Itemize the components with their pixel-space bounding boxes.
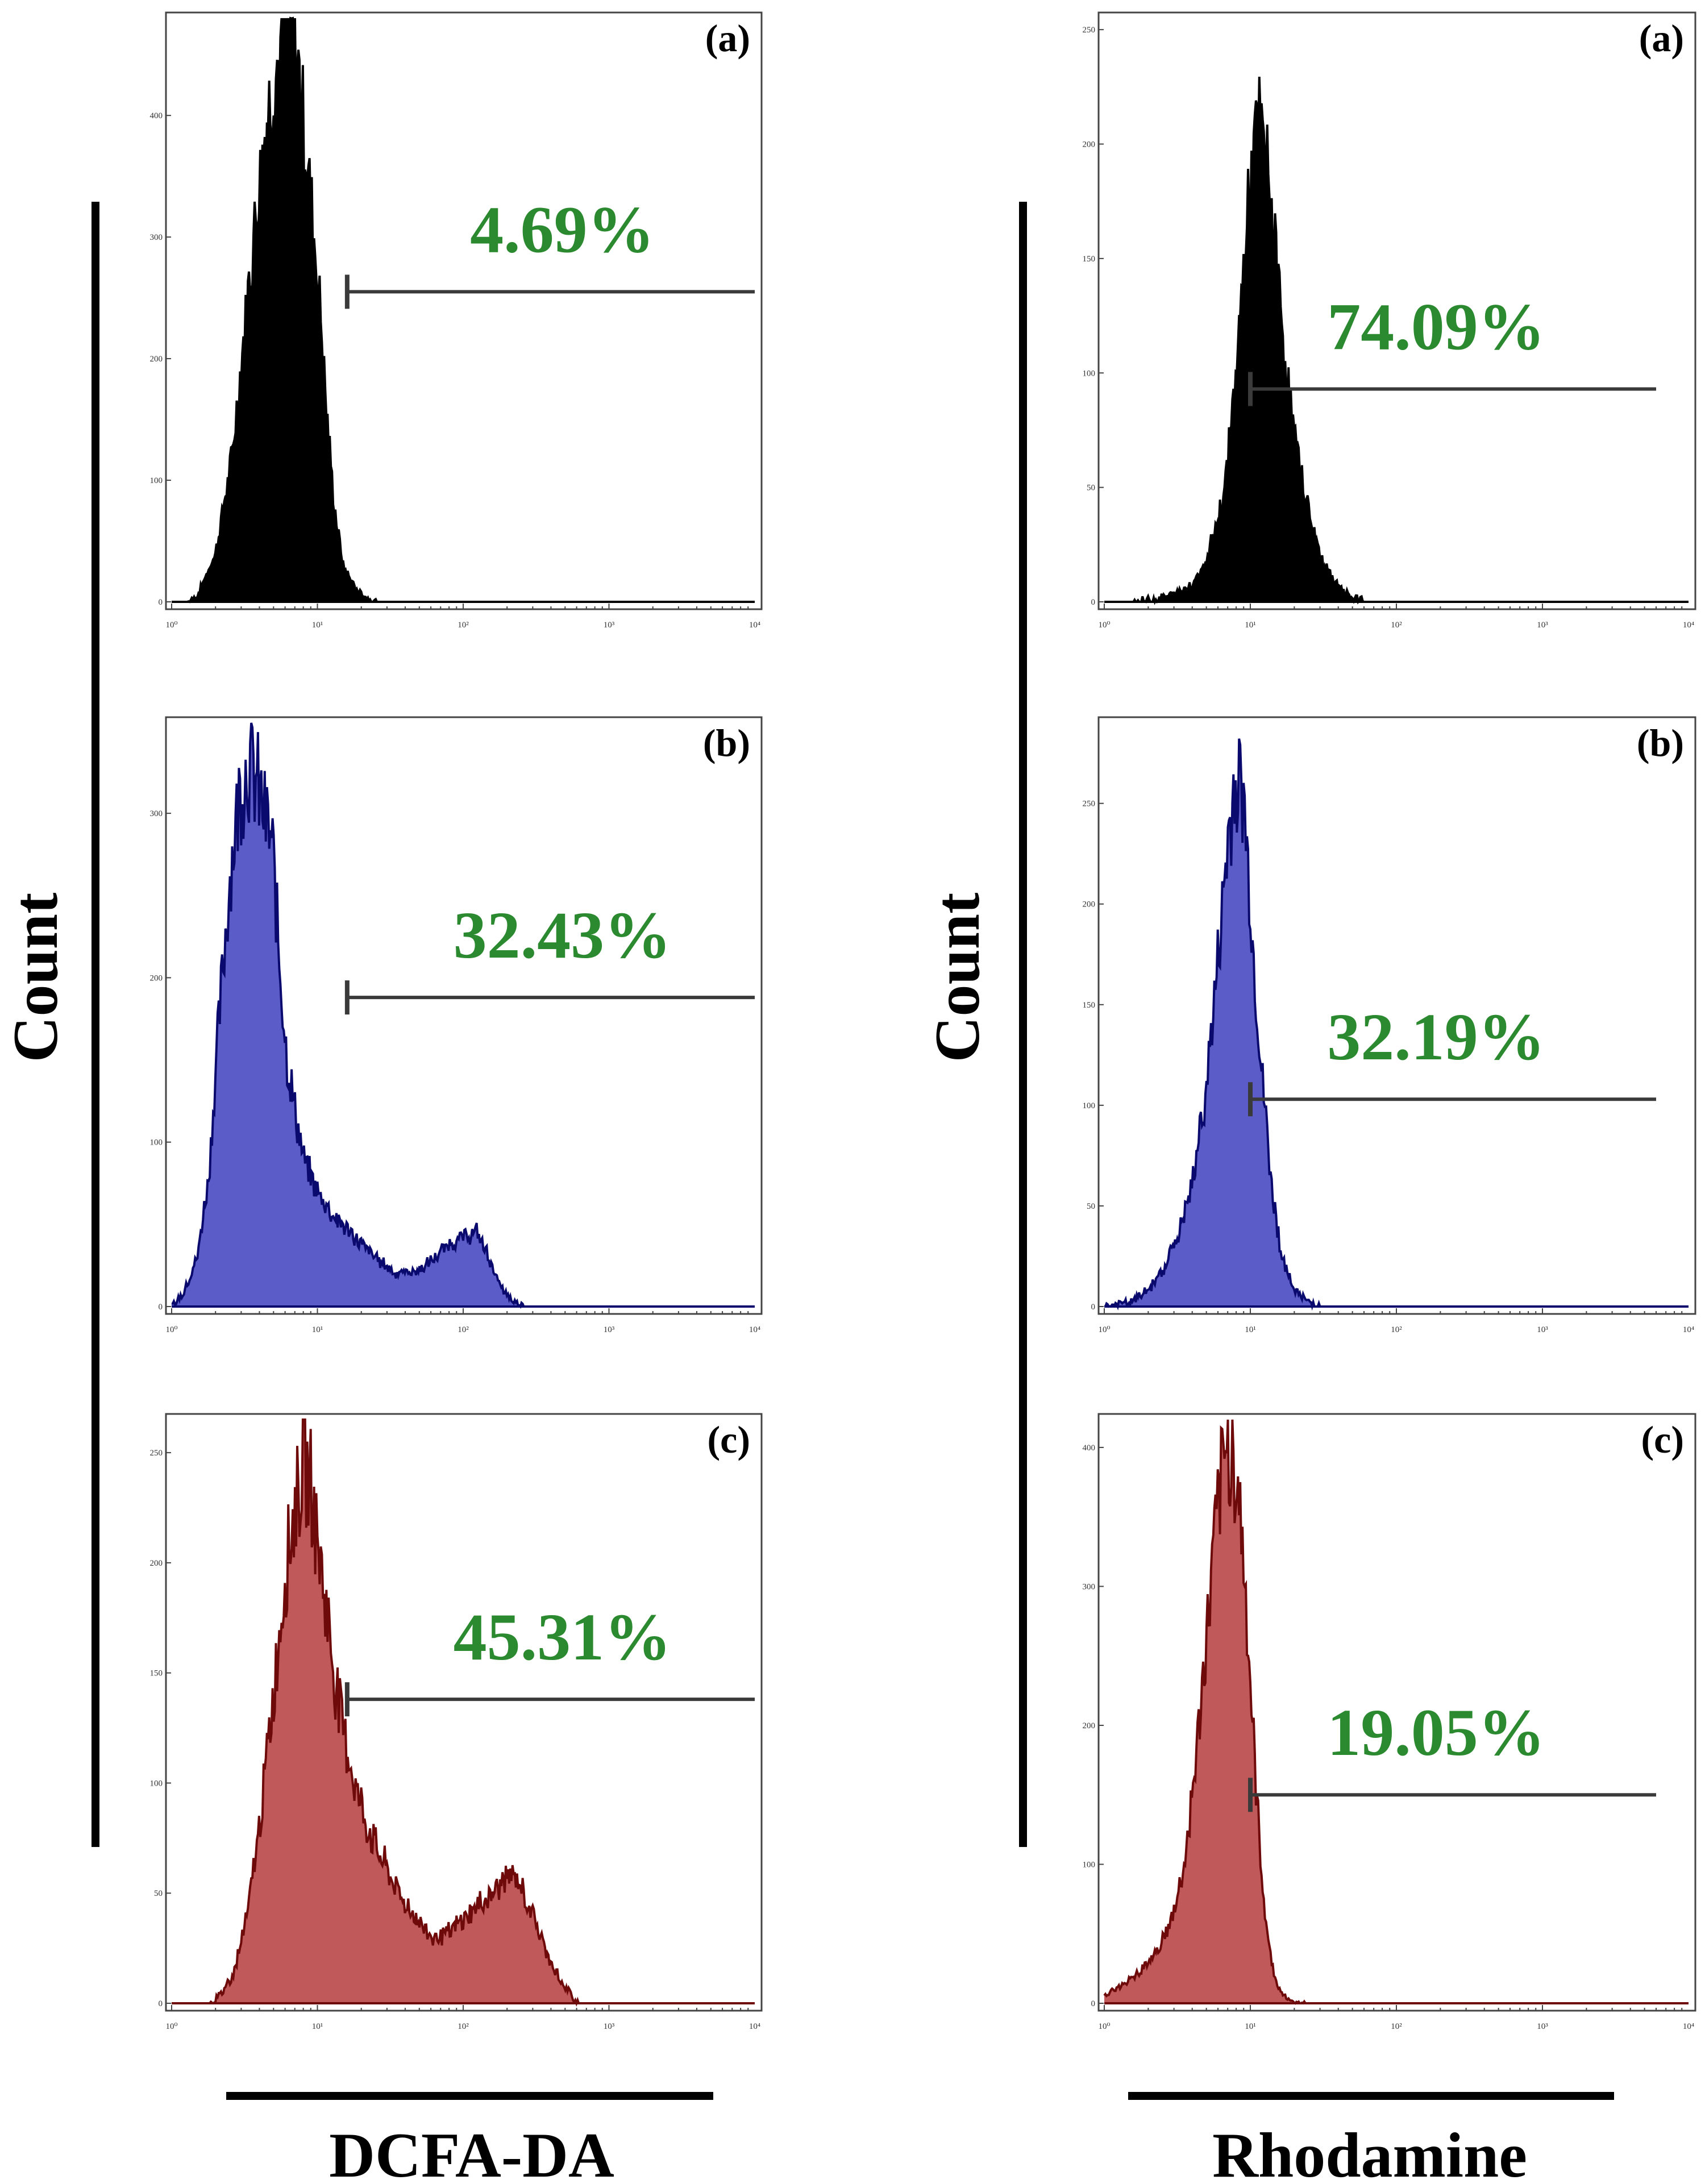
x-tick-label: 10¹ <box>1245 1325 1256 1334</box>
histogram-area <box>1104 738 1689 1307</box>
panel-label: (b) <box>1637 721 1684 764</box>
y-tick-label: 100 <box>150 1779 163 1788</box>
y-tick-label: 200 <box>150 355 163 364</box>
x-tick-label: 10² <box>458 2022 469 2031</box>
y-tick-label: 50 <box>1087 1202 1095 1211</box>
y-tick-label: 0 <box>159 598 163 607</box>
histogram-panel: 0 50 100 150 200 250 10⁰ 10¹ 10² 10³ 10⁴ 45.31% (c) <box>150 1413 763 2031</box>
y-tick-label: 0 <box>159 1303 163 1312</box>
y-tick-label: 200 <box>1083 1721 1096 1730</box>
gate-percentage: 4.69% <box>470 192 655 267</box>
y-tick-label: 100 <box>1083 1860 1096 1869</box>
x-tick-label: 10⁰ <box>165 2022 177 2031</box>
y-tick-label: 0 <box>1091 1999 1096 2008</box>
x-tick-label: 10¹ <box>312 1325 323 1334</box>
x-tick-label: 10⁴ <box>749 2022 760 2031</box>
y-tick-label: 0 <box>1091 598 1096 607</box>
y-tick-label: 100 <box>150 476 163 485</box>
x-tick-label: 10² <box>1391 621 1402 630</box>
x-tick-label: 10¹ <box>1245 621 1256 630</box>
panel-label: (c) <box>1641 1418 1684 1461</box>
y-tick-label: 50 <box>1087 484 1095 493</box>
histogram-area <box>172 723 755 1307</box>
y-tick-label: 150 <box>150 1669 163 1678</box>
panel-label: (b) <box>703 721 750 764</box>
y-tick-label: 300 <box>150 809 163 818</box>
y-tick-label: 400 <box>1083 1443 1096 1453</box>
x-tick-label: 10⁴ <box>1683 2022 1694 2031</box>
y-tick-label: 0 <box>159 1999 163 2008</box>
histogram-area <box>1104 77 1689 602</box>
x-tick-label: 10³ <box>1537 621 1548 630</box>
gate-percentage: 32.43% <box>454 898 672 972</box>
gate-percentage: 74.09% <box>1327 289 1545 364</box>
right-x-axis-title: Rhodamine <box>1212 2120 1527 2184</box>
left-y-axis-title: Count <box>1 893 71 1063</box>
y-tick-label: 300 <box>1083 1582 1096 1591</box>
y-tick-label: 250 <box>150 1449 163 1458</box>
y-tick-label: 250 <box>1083 26 1096 35</box>
plot-frame <box>1097 11 1696 610</box>
x-tick-label: 10⁴ <box>749 621 760 630</box>
histogram-area <box>1104 1420 1689 2003</box>
x-tick-label: 10¹ <box>1245 2022 1256 2031</box>
y-tick-label: 50 <box>154 1889 163 1898</box>
y-tick-label: 0 <box>1091 1303 1096 1312</box>
y-tick-label: 300 <box>150 233 163 242</box>
y-tick-label: 400 <box>150 111 163 120</box>
y-tick-label: 150 <box>1083 255 1096 264</box>
x-tick-label: 10⁴ <box>749 1325 760 1334</box>
left-x-axis-title: DCFA-DA <box>329 2120 614 2184</box>
panel-label: (a) <box>705 16 750 60</box>
x-tick-label: 10² <box>1391 1325 1402 1334</box>
x-tick-label: 10⁴ <box>1683 621 1694 630</box>
gate-percentage: 45.31% <box>454 1600 672 1674</box>
x-tick-label: 10³ <box>604 1325 615 1334</box>
x-tick-label: 10³ <box>604 621 615 630</box>
histogram-panel: 0 50 100 150 200 250 10⁰ 10¹ 10² 10³ 10⁴ 74.09% (a) <box>1083 11 1696 630</box>
x-tick-label: 10⁰ <box>165 621 177 630</box>
y-tick-label: 100 <box>150 1138 163 1147</box>
x-tick-label: 10² <box>458 621 469 630</box>
x-tick-label: 10² <box>1391 2022 1402 2031</box>
y-tick-label: 200 <box>150 974 163 983</box>
x-tick-label: 10⁰ <box>165 1325 177 1334</box>
histogram-area <box>172 18 755 602</box>
x-tick-label: 10³ <box>1537 2022 1548 2031</box>
gate-percentage: 32.19% <box>1327 1000 1545 1074</box>
y-tick-label: 100 <box>1083 1101 1096 1110</box>
right-y-axis-title: Count <box>922 893 993 1063</box>
histogram-panel: 0 100 200 300 10⁰ 10¹ 10² 10³ 10⁴ 32.43% (b) <box>150 716 763 1334</box>
gate-percentage: 19.05% <box>1327 1695 1545 1770</box>
panel-label: (c) <box>708 1418 750 1461</box>
x-tick-label: 10⁰ <box>1098 1325 1110 1334</box>
x-tick-label: 10⁰ <box>1098 2022 1110 2031</box>
x-tick-label: 10¹ <box>312 2022 323 2031</box>
y-tick-label: 200 <box>1083 140 1096 149</box>
x-tick-label: 10³ <box>604 2022 615 2031</box>
histogram-area <box>172 1420 755 2003</box>
y-tick-label: 250 <box>1083 800 1096 809</box>
histogram-panel: 0 50 100 150 200 250 10⁰ 10¹ 10² 10³ 10⁴ 32.19% (b) <box>1083 716 1696 1334</box>
x-tick-label: 10⁰ <box>1098 621 1110 630</box>
histogram-panel: 0 100 200 300 400 10⁰ 10¹ 10² 10³ 10⁴ 19.05% (c) <box>1083 1413 1696 2031</box>
x-tick-label: 10³ <box>1537 1325 1548 1334</box>
y-tick-label: 100 <box>1083 369 1096 378</box>
y-tick-label: 200 <box>150 1559 163 1568</box>
histogram-panel: 0 100 200 300 400 10⁰ 10¹ 10² 10³ 10⁴ 4.69% (a) <box>150 11 763 630</box>
y-tick-label: 200 <box>1083 900 1096 909</box>
histogram-panels: 0 100 200 300 400 10⁰ 10¹ 10² 10³ 10⁴ 4.69% (a) 0 100… <box>150 11 1696 2031</box>
y-tick-label: 150 <box>1083 1001 1096 1010</box>
x-tick-label: 10¹ <box>312 621 323 630</box>
x-tick-label: 10⁴ <box>1683 1325 1694 1334</box>
panel-label: (a) <box>1639 16 1684 60</box>
x-tick-label: 10² <box>458 1325 469 1334</box>
